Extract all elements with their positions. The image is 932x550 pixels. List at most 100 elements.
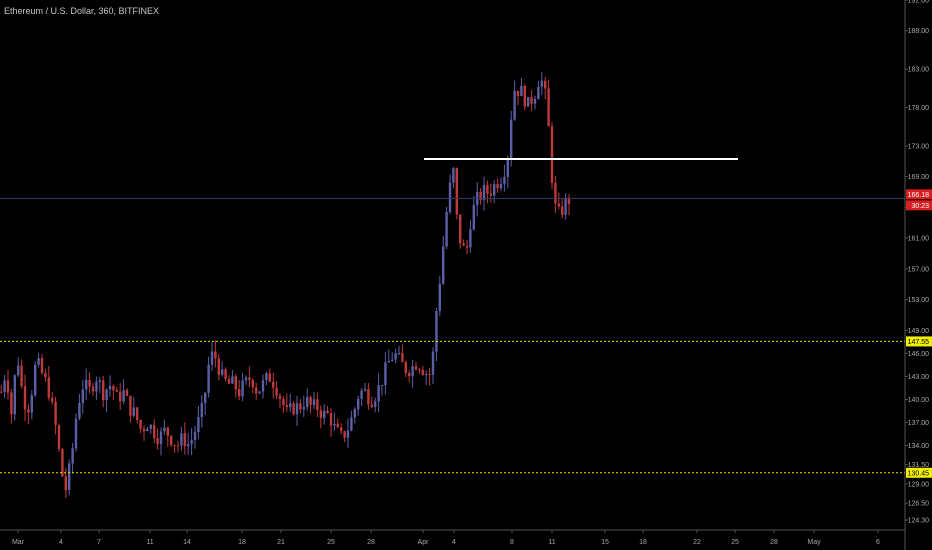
candle-body <box>295 403 299 415</box>
y-tick-label: 183.00 <box>908 67 930 74</box>
y-tick-label: 129.00 <box>908 481 930 488</box>
y-tick-label: 126.50 <box>908 501 930 508</box>
support-label-lower: 130.45 <box>908 470 930 477</box>
y-tick-label: 149.00 <box>908 328 930 335</box>
candle-body <box>516 90 520 97</box>
x-tick-label: 14 <box>183 539 191 546</box>
candle-body <box>353 409 356 418</box>
candle-body <box>357 398 360 410</box>
candle-body <box>153 424 156 439</box>
candle-body <box>391 359 394 361</box>
candle-body <box>166 427 169 436</box>
candle-body <box>506 158 509 177</box>
candle-body <box>255 387 258 394</box>
candle-body <box>431 351 435 375</box>
candle-body <box>278 395 282 399</box>
candle-body <box>265 373 268 381</box>
candle-body <box>91 386 95 392</box>
candle-body <box>550 126 554 183</box>
candle-body <box>377 385 380 402</box>
candle-body <box>6 380 10 393</box>
candle-body <box>227 379 231 384</box>
chart-title: Ethereum / U.S. Dollar, 360, BITFINEX <box>4 6 160 16</box>
candle-body <box>537 86 540 99</box>
candle-body <box>435 310 438 352</box>
x-tick-label: 18 <box>238 539 246 546</box>
candle-body <box>47 377 50 398</box>
candle-body <box>268 373 271 382</box>
candle-body <box>459 214 462 244</box>
candle-body <box>299 403 302 410</box>
candle-body <box>557 203 560 207</box>
x-tick-label: 11 <box>548 539 555 546</box>
candle-body <box>156 438 159 445</box>
candle-body <box>520 85 523 97</box>
x-tick-label: 25 <box>731 539 739 546</box>
candle-body <box>323 410 326 419</box>
candle-body <box>0 391 3 393</box>
candle-body <box>71 448 74 464</box>
candle-body <box>445 212 448 247</box>
x-tick-label: 7 <box>97 539 101 546</box>
candle-body <box>136 407 139 421</box>
candle-body <box>346 430 350 438</box>
candle-body <box>319 410 322 419</box>
candle-body <box>234 376 237 390</box>
candle-body <box>64 476 67 491</box>
candle-body <box>414 366 418 370</box>
candle-body <box>380 385 384 387</box>
candle-body <box>95 381 98 392</box>
candle-body <box>564 197 567 215</box>
y-tick-label: 173.00 <box>908 143 930 150</box>
x-tick-label: 28 <box>770 539 778 546</box>
candle-body <box>241 380 244 397</box>
candle-body <box>132 407 135 416</box>
candle-body <box>438 283 441 311</box>
candle-body <box>404 362 407 373</box>
candle-body <box>370 404 373 408</box>
candle-body <box>197 417 200 433</box>
candle-body <box>499 183 503 189</box>
candle-body <box>401 353 404 363</box>
candle-body <box>74 418 78 449</box>
candle-body <box>465 245 469 248</box>
candle-body <box>374 401 377 408</box>
candle-body <box>210 351 214 365</box>
x-axis: Mar 4 7 11 14 18 21 25 28 Apr 4 8 11 15 18 22 25 28 May 6 <box>12 530 880 546</box>
candle-body <box>200 403 203 418</box>
x-tick-label: 6 <box>876 539 880 546</box>
candle-body <box>302 406 305 410</box>
candle-body <box>98 380 101 382</box>
candle-body <box>272 381 275 388</box>
candle-body <box>214 351 217 359</box>
y-tick-label: 157.00 <box>908 266 930 273</box>
candle-body <box>343 431 346 438</box>
x-tick-label: 4 <box>452 539 456 546</box>
candle-body <box>316 399 319 411</box>
candle-body <box>231 376 234 384</box>
candle-body <box>81 389 84 404</box>
candle-body <box>527 97 530 107</box>
y-tick-label: 131.50 <box>908 462 930 469</box>
candle-body <box>170 435 173 445</box>
support-label-upper-box <box>906 336 932 347</box>
candle-body <box>85 379 88 390</box>
x-tick-label: 8 <box>510 539 514 546</box>
candle-body <box>384 362 387 386</box>
candle-body <box>554 182 557 204</box>
candle-body <box>68 463 71 491</box>
candle-body <box>510 119 513 159</box>
candle-body <box>533 98 537 104</box>
candle-body <box>115 390 118 392</box>
candle-body <box>448 182 452 213</box>
candle-body <box>289 403 292 408</box>
y-tick-label: 178.00 <box>908 105 930 112</box>
candle-body <box>57 425 61 450</box>
candle-body <box>112 385 115 391</box>
candle-body <box>530 97 533 104</box>
candle-body <box>275 387 278 396</box>
candle-body <box>397 353 401 355</box>
candle-body <box>425 374 428 376</box>
x-tick-label: 18 <box>639 539 647 546</box>
